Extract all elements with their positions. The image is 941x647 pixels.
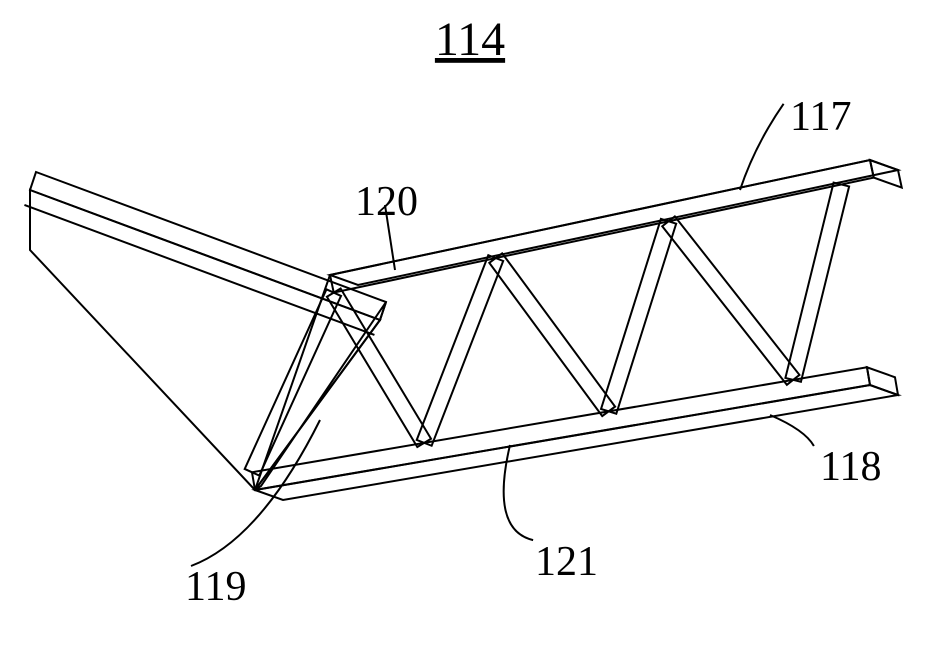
callout-119: 119 [185, 564, 246, 610]
bottom-chord-front [252, 367, 870, 490]
figure-number-title: 114 [435, 13, 505, 66]
bottom-chord-top [255, 385, 898, 500]
bottom-chord-end [867, 367, 898, 395]
diagonal-5 [662, 216, 799, 384]
diagonal-6 [785, 183, 849, 382]
solid-plate-inner-top [24, 205, 374, 335]
callout-118: 118 [820, 444, 881, 490]
solid-plate-top-edge [30, 172, 386, 320]
callout-121: 121 [535, 539, 598, 585]
truss-drawing [24, 160, 901, 500]
callouts-group: 117120118121119 [185, 94, 881, 610]
callout-117: 117 [790, 94, 851, 140]
diagonal-3 [489, 253, 615, 416]
left-end-edge [255, 275, 330, 490]
top-chord-end [870, 160, 902, 188]
leader-118 [770, 415, 814, 446]
figure-svg: 114 117120118121119 [0, 0, 941, 647]
leader-117 [740, 104, 784, 190]
diagonal-4 [601, 219, 676, 414]
diagonal-2 [417, 255, 503, 446]
